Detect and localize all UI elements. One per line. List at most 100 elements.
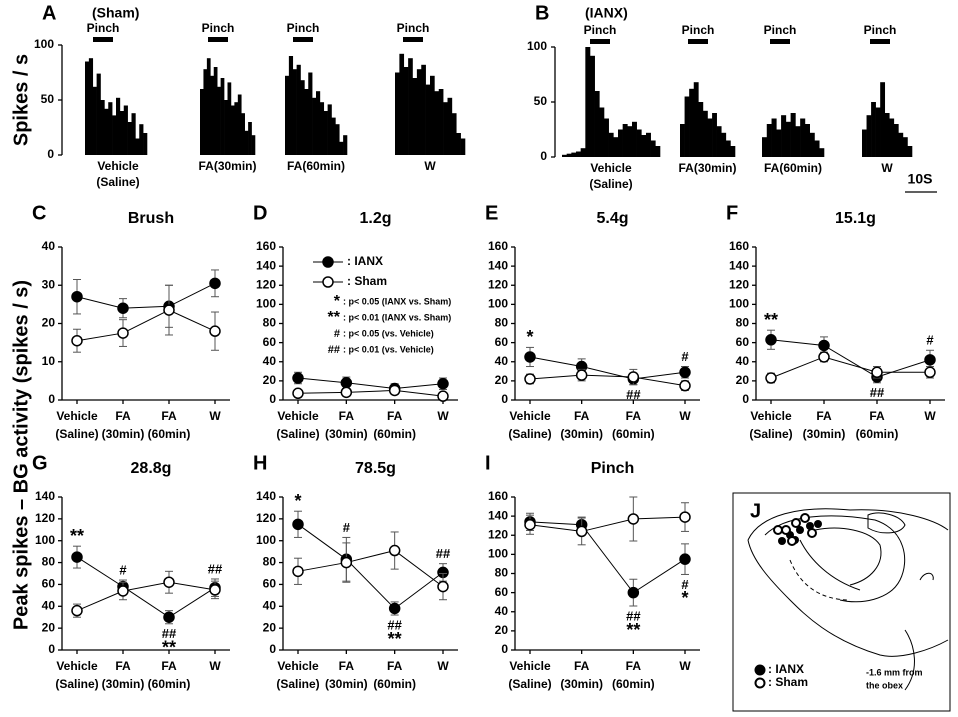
stimulus-bar (770, 39, 790, 44)
y-tick-label: 30 (42, 277, 56, 291)
stimulus-label: Pinch (584, 23, 617, 37)
hist-bar (721, 132, 727, 157)
y-tick-label: 120 (256, 277, 276, 291)
hist-bar (730, 146, 736, 157)
condition-label: Vehicle (590, 161, 632, 175)
hist-bar (217, 86, 221, 155)
x-tick-label: Vehicle (509, 659, 551, 673)
series-line (297, 377, 444, 390)
hist-bar (889, 118, 895, 157)
group-label: (Sham) (92, 5, 139, 21)
x-tick-label: W (209, 409, 221, 423)
hist-bar (902, 137, 908, 157)
panel-letter: D (253, 202, 267, 224)
y-tick-label: 0 (501, 642, 508, 656)
y-tick-label: 0 (269, 392, 276, 406)
data-point (818, 339, 830, 352)
legend-symbol (322, 256, 334, 268)
hist-bar (412, 78, 418, 155)
hist-bar (590, 55, 595, 157)
hist-bar (776, 129, 782, 157)
data-point (209, 584, 221, 596)
y-tick-label: 120 (729, 277, 749, 291)
stimulus-bar (870, 39, 890, 44)
hist-bar (131, 113, 136, 155)
y-tick-label: 0 (48, 642, 55, 656)
hist-bar (604, 118, 609, 157)
hist-bar (689, 88, 695, 157)
data-point (765, 372, 777, 384)
stimulus-label: Pinch (287, 21, 320, 35)
x-tick-label: (Saline) (749, 427, 792, 441)
hist-bar (771, 118, 777, 157)
stimulus-bar (403, 37, 423, 42)
x-tick-label: FA (869, 409, 885, 423)
note-text: : p< 0.01 (IANX vs. Sham) (343, 312, 451, 322)
x-tick-label: (Saline) (55, 677, 98, 691)
significance-mark: ** (764, 310, 778, 330)
x-tick-label: FA (339, 409, 355, 423)
hist-bar (451, 113, 457, 155)
data-point (117, 585, 129, 597)
y-tick-label: 40 (495, 354, 509, 368)
significance-mark: * (294, 491, 301, 511)
panel-letter: B (535, 2, 549, 24)
hist-bar (875, 107, 881, 157)
hist-bar (698, 102, 704, 157)
significance-mark: ** (162, 638, 176, 658)
y-tick-label: 80 (736, 316, 750, 330)
data-point (679, 379, 691, 392)
hist-bar (296, 64, 301, 155)
panel-title: Brush (128, 210, 174, 227)
hist-bar (319, 102, 325, 155)
series-line (770, 339, 931, 378)
significance-mark: # (343, 520, 351, 535)
y-tick-label: 20 (42, 316, 56, 330)
x-tick-label: (Saline) (276, 427, 319, 441)
data-point (71, 334, 83, 347)
panel-title: 78.5g (355, 460, 396, 477)
y-tick-label: 40 (495, 604, 509, 618)
y-tick-label: 140 (256, 489, 276, 503)
y-tick-label: 40 (263, 354, 277, 368)
stimulus-label: Pinch (202, 21, 235, 35)
hist-bar (562, 154, 567, 157)
x-tick-label: Vehicle (277, 659, 319, 673)
y-tick-label: 50 (534, 94, 548, 108)
data-point (765, 334, 777, 346)
hist-bar (814, 140, 820, 157)
y-tick-label: 100 (256, 297, 276, 311)
hist-bar (96, 73, 101, 155)
hist-bar (241, 113, 245, 155)
data-point (871, 366, 883, 379)
y-tick-label: 100 (488, 297, 508, 311)
series-line (529, 374, 686, 387)
data-point (388, 384, 401, 397)
y-tick-label: 160 (729, 239, 749, 253)
data-point (292, 372, 304, 384)
x-tick-label: W (679, 409, 691, 423)
y-tick-label: 20 (736, 373, 750, 387)
stimulus-bar (688, 39, 708, 44)
hist-bar (785, 121, 791, 157)
x-tick-label: FA (816, 409, 832, 423)
data-point (627, 513, 640, 525)
x-tick-label: W (679, 659, 691, 673)
legend-label: : IANX (347, 254, 383, 268)
y-tick-label: 0 (540, 149, 547, 163)
hist-bar (650, 140, 656, 157)
x-tick-label: (60min) (373, 427, 416, 441)
data-point (163, 611, 175, 623)
data-point (209, 277, 221, 290)
hist-bar (804, 124, 810, 157)
hist-bar (425, 84, 431, 155)
x-tick-label: (60min) (612, 427, 655, 441)
hist-bar (331, 117, 336, 155)
hist-bar (866, 115, 872, 157)
series-line (76, 282, 216, 309)
scale-bar-label: 10S (908, 171, 933, 187)
panel-j-frame (732, 492, 951, 712)
hist-bar (312, 97, 317, 155)
y-tick-label: 10 (42, 354, 56, 368)
significance-mark: ** (70, 526, 84, 546)
